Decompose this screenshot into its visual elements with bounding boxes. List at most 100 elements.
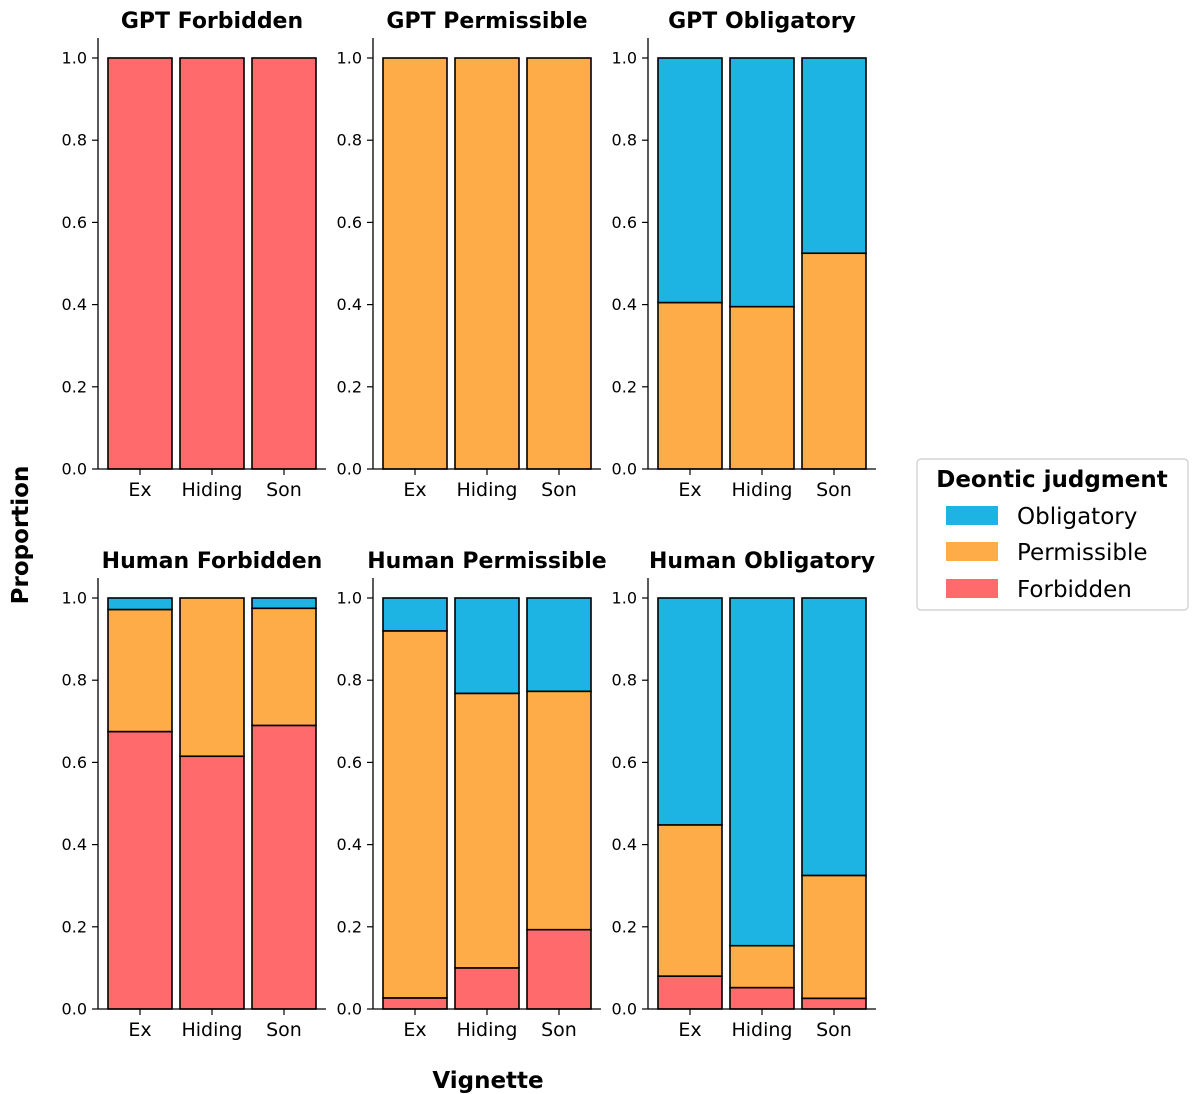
figure-xlabel: Vignette (432, 1068, 543, 1094)
y-tick-label: 0.0 (337, 460, 362, 479)
bar-hiding-permissible (730, 946, 794, 988)
x-tick-label: Ex (128, 479, 151, 501)
y-tick-label: 0.8 (612, 131, 637, 150)
bar-hiding-permissible (730, 307, 794, 469)
bar-hiding-forbidden (180, 756, 244, 1009)
x-tick-label: Son (541, 479, 577, 501)
y-tick-label: 0.4 (612, 835, 637, 854)
legend-label-permissible: Permissible (1017, 540, 1148, 566)
panel-human-permissible: Human Permissible Ex Hiding Son 0.0 0.2 0.4 0.6… (337, 549, 607, 1041)
x-tick-label: Ex (678, 1019, 701, 1041)
x-tick-label: Ex (128, 1019, 151, 1041)
y-tick-label: 0.0 (62, 1000, 87, 1019)
bar-son-obligatory (252, 598, 316, 608)
bar-son-permissible (527, 58, 591, 469)
y-tick-label: 1.0 (337, 49, 362, 68)
panel-title: GPT Permissible (386, 9, 587, 34)
y-tick-label: 0.4 (62, 835, 87, 854)
bar-son-forbidden (527, 930, 591, 1009)
legend-title: Deontic judgment (936, 467, 1168, 493)
bar-hiding-permissible (180, 598, 244, 756)
bar-son-forbidden (252, 725, 316, 1009)
bar-son-obligatory (527, 598, 591, 691)
y-tick-label: 0.8 (337, 671, 362, 690)
panel-human-obligatory: Human Obligatory Ex Hiding Son 0.0 0.2 0.4 0.6 0… (612, 549, 876, 1041)
y-tick-label: 0.2 (612, 917, 637, 936)
x-tick-label: Son (266, 1019, 302, 1041)
bar-ex-forbidden (108, 732, 172, 1009)
panel-title: Human Permissible (367, 549, 606, 574)
bar-ex-permissible (108, 610, 172, 732)
y-tick-label: 0.8 (612, 671, 637, 690)
y-tick-label: 0.6 (612, 213, 637, 232)
panel-title: GPT Obligatory (668, 9, 856, 34)
bar-son-obligatory (802, 58, 866, 253)
panel-gpt-obligatory: GPT Obligatory Ex Hiding Son 0.0 0.2 0.4 0.6 0.8… (612, 9, 876, 501)
bar-ex-permissible (658, 825, 722, 976)
bar-hiding-permissible (455, 693, 519, 968)
y-tick-label: 0.8 (62, 671, 87, 690)
bar-son-forbidden (802, 998, 866, 1009)
y-tick-label: 1.0 (62, 49, 87, 68)
bar-ex-forbidden (383, 998, 447, 1009)
bar-son-obligatory (802, 598, 866, 875)
bar-hiding-permissible (455, 58, 519, 469)
bar-ex-permissible (383, 58, 447, 469)
legend-label-obligatory: Obligatory (1017, 504, 1137, 530)
y-tick-label: 0.2 (337, 377, 362, 396)
y-tick-label: 1.0 (337, 589, 362, 608)
y-tick-label: 0.0 (62, 460, 87, 479)
y-tick-label: 0.0 (337, 1000, 362, 1019)
bar-hiding-obligatory (730, 58, 794, 307)
bar-ex-forbidden (658, 976, 722, 1009)
bar-hiding-forbidden (455, 968, 519, 1009)
bar-ex-forbidden (108, 58, 172, 469)
y-tick-label: 0.4 (337, 835, 362, 854)
panel-title: Human Forbidden (102, 549, 323, 574)
x-tick-label: Hiding (181, 1019, 242, 1041)
y-tick-label: 0.6 (337, 753, 362, 772)
y-tick-label: 1.0 (612, 589, 637, 608)
x-tick-label: Son (266, 479, 302, 501)
x-tick-label: Hiding (181, 479, 242, 501)
y-tick-label: 0.2 (612, 377, 637, 396)
y-tick-label: 0.8 (337, 131, 362, 150)
bar-ex-obligatory (383, 598, 447, 631)
bar-hiding-obligatory (455, 598, 519, 693)
panel-title: GPT Forbidden (121, 9, 303, 34)
bar-son-permissible (802, 875, 866, 998)
x-tick-label: Ex (403, 1019, 426, 1041)
y-tick-label: 0.8 (62, 131, 87, 150)
legend-swatch-permissible (946, 542, 998, 561)
y-tick-label: 0.0 (612, 1000, 637, 1019)
y-tick-label: 1.0 (62, 589, 87, 608)
y-tick-label: 0.4 (337, 295, 362, 314)
bar-son-permissible (527, 691, 591, 929)
bar-ex-obligatory (108, 598, 172, 610)
y-tick-label: 0.4 (612, 295, 637, 314)
y-tick-label: 0.6 (62, 213, 87, 232)
y-tick-label: 0.0 (612, 460, 637, 479)
bar-hiding-obligatory (730, 598, 794, 946)
y-tick-label: 0.6 (62, 753, 87, 772)
panel-gpt-forbidden: GPT Forbidden Ex Hiding Son 0.0 0.2 0.4 0.6 0.8 1… (62, 9, 326, 501)
legend-label-forbidden: Forbidden (1017, 577, 1132, 603)
panels: GPT Forbidden Ex Hiding Son 0.0 0.2 0.4 0.6 0.8 1… (62, 9, 876, 1041)
panel-human-forbidden: Human Forbidden Ex Hiding Son 0.0 0.2 0.4 0.6 0.… (62, 549, 326, 1041)
panel-gpt-permissible: GPT Permissible Ex Hiding Son 0.0 0.2 0.4 0.6 0.… (337, 9, 601, 501)
x-tick-label: Hiding (456, 1019, 517, 1041)
legend: Deontic judgment Obligatory Permissible … (917, 459, 1188, 610)
y-tick-label: 0.2 (62, 377, 87, 396)
bar-ex-obligatory (658, 598, 722, 825)
legend-swatch-forbidden (946, 579, 998, 598)
panel-title: Human Obligatory (649, 549, 875, 574)
x-tick-label: Ex (678, 479, 701, 501)
bar-hiding-forbidden (730, 988, 794, 1009)
x-tick-label: Ex (403, 479, 426, 501)
figure-ylabel: Proportion (8, 466, 34, 605)
bar-son-permissible (802, 253, 866, 469)
x-tick-label: Son (541, 1019, 577, 1041)
bar-son-permissible (252, 608, 316, 725)
bar-ex-permissible (383, 631, 447, 998)
